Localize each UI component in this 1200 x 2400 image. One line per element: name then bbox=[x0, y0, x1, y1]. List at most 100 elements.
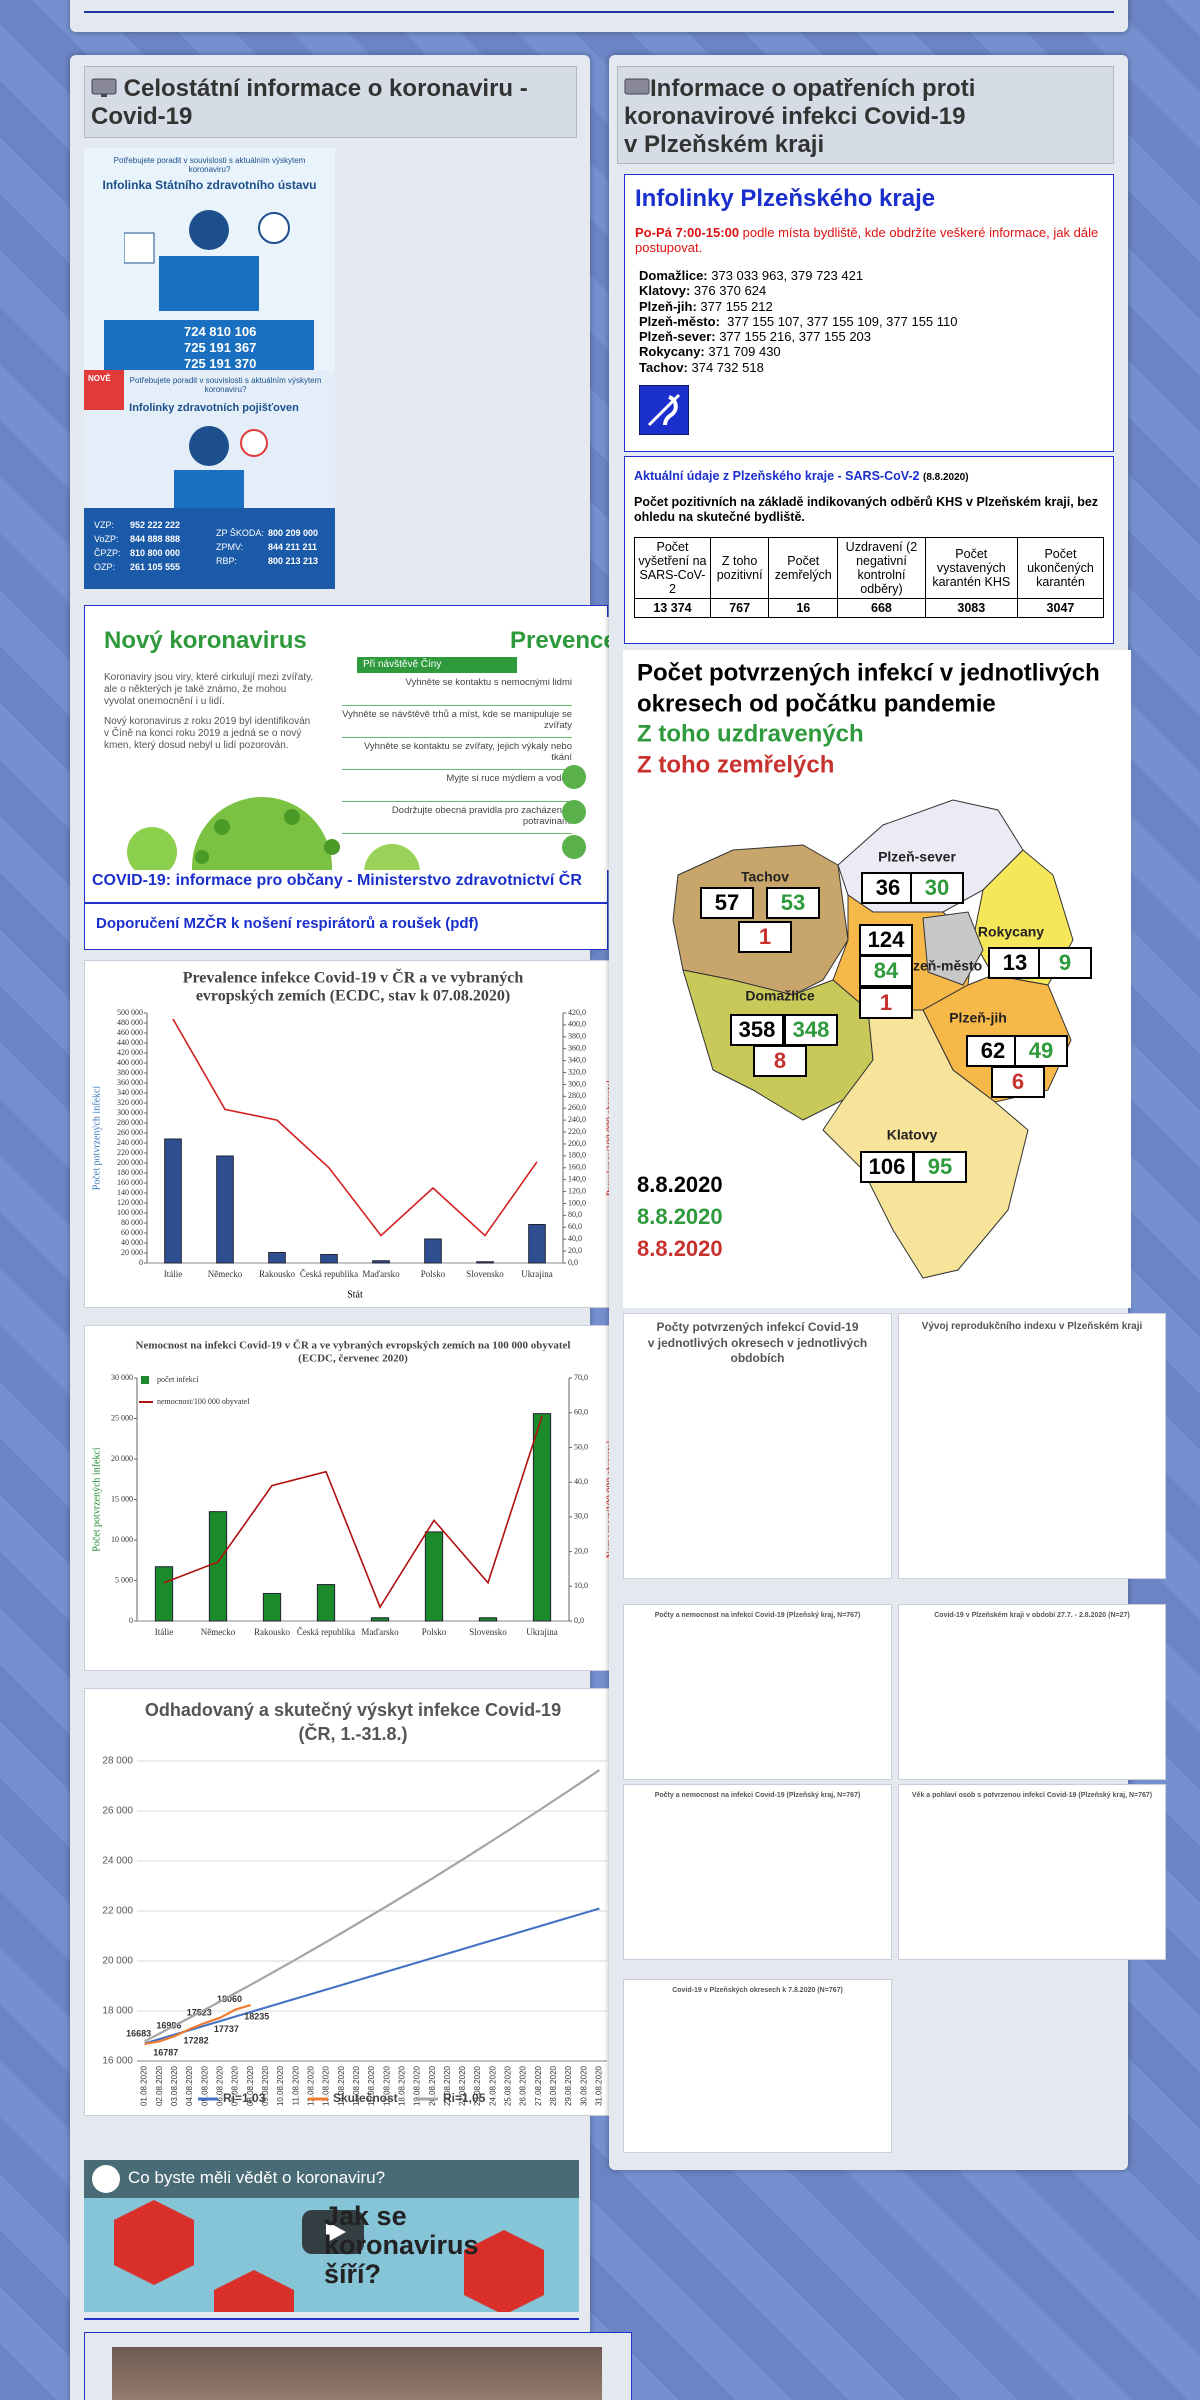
phone: 724 810 106 bbox=[184, 324, 257, 339]
y-tick-label: 100 000 bbox=[117, 1208, 143, 1217]
data-label: 18060 bbox=[217, 1994, 242, 2004]
district-name: Domažlice bbox=[745, 988, 814, 1004]
thumbnail-title: Covid-19 v Plzeňských okresech k 7.8.202… bbox=[672, 1987, 843, 1994]
y2-tick-label: 320,0 bbox=[568, 1067, 586, 1076]
y-axis-label: Počet potvrzených infekcí bbox=[91, 1086, 102, 1191]
bar bbox=[262, 1592, 282, 1622]
contact-label: Plzeň-město: bbox=[639, 313, 720, 329]
infolinka-title2: Infolinky zdravotních pojišťoven bbox=[129, 402, 299, 414]
thumbnail-chart: Počty a nemocnost na infekci Covid-19 (P… bbox=[623, 1784, 892, 1960]
icon-part bbox=[624, 78, 650, 95]
district-recovered: 53 bbox=[781, 890, 805, 915]
district-name: Tachov bbox=[741, 869, 789, 885]
y2-tick-label: 40,0 bbox=[574, 1477, 588, 1486]
number-box bbox=[1038, 947, 1092, 979]
y2-tick-label: 80,0 bbox=[568, 1210, 582, 1219]
number-box bbox=[966, 1035, 1020, 1067]
chart-title: evropských zemích (ECDC, stav k 07.08.20… bbox=[196, 988, 510, 1005]
left-header: Celostátní informace o koronaviru - Covi… bbox=[84, 66, 577, 138]
x-tick-label: 11.08.2020 bbox=[291, 2065, 300, 2105]
district-confirmed: 358 bbox=[739, 1017, 776, 1042]
y2-tick-label: 220,0 bbox=[568, 1127, 586, 1136]
x-axis-label: Stát bbox=[347, 1289, 363, 1300]
y2-tick-label: 380,0 bbox=[568, 1032, 586, 1041]
table-header: Počet vyšetření na SARS-CoV-2 Z toho pozi… bbox=[634, 537, 1105, 599]
rule bbox=[84, 11, 1114, 13]
table-header-cell: Počet zemřelých bbox=[768, 537, 839, 599]
y-tick-label: 15 000 bbox=[111, 1494, 133, 1503]
caption-line: Jak se bbox=[324, 2201, 407, 2231]
x-tick-label: 27.08.2020 bbox=[534, 2065, 543, 2106]
infolinky-box: Infolinky Plzeňského kraje Po-Pá 7:00-15… bbox=[624, 174, 1114, 452]
district-confirmed: 57 bbox=[715, 890, 739, 915]
y2-tick-label: 20,0 bbox=[574, 1546, 588, 1555]
insurer-name: VoZP: bbox=[94, 534, 119, 544]
y-tick-label: 26 000 bbox=[102, 1806, 133, 1817]
number-box bbox=[913, 1151, 967, 1183]
x-tick-label: 30.08.2020 bbox=[579, 2065, 588, 2106]
link-mzcr[interactable]: COVID-19: informace pro občany - Ministe… bbox=[92, 872, 582, 889]
y-tick-label: 30 000 bbox=[111, 1373, 133, 1382]
contact-value: 377 155 216, 377 155 203 bbox=[715, 329, 872, 345]
infolinka-phones: 724 810 106 725 191 367 725 191 370 bbox=[184, 324, 314, 372]
line bbox=[163, 1415, 543, 1609]
y-tick-label: 16 000 bbox=[102, 2056, 133, 2067]
link-respiratory[interactable]: Doporučení MZČR k nošení respirátorů a r… bbox=[96, 915, 479, 932]
x-tick-label: 28.08.2020 bbox=[549, 2065, 558, 2106]
y2-tick-label: 260,0 bbox=[568, 1103, 586, 1112]
infolinka-question: Potřebujete poradit v souvislosti s aktu… bbox=[113, 156, 306, 174]
bar bbox=[208, 1511, 228, 1622]
number-box bbox=[753, 1045, 807, 1077]
x-tick-label: 04.08.2020 bbox=[185, 2065, 194, 2106]
infolinka-illustration bbox=[124, 210, 290, 311]
header-line: Informace o opatřeních proti bbox=[650, 75, 976, 102]
number-box bbox=[730, 1014, 784, 1046]
y2-tick-label: 340,0 bbox=[568, 1055, 586, 1064]
y-tick-label: 80 000 bbox=[121, 1218, 143, 1227]
bar bbox=[154, 1566, 174, 1622]
data-label: 16996 bbox=[156, 2020, 181, 2030]
x-tick-label: 10.08.2020 bbox=[276, 2065, 285, 2106]
map-recovered-label: Z toho uzdravených bbox=[637, 720, 864, 747]
y-tick-label: 220 000 bbox=[117, 1148, 143, 1157]
bar bbox=[216, 1155, 234, 1264]
data-label: 16683 bbox=[126, 2028, 151, 2038]
y-tick-label: 60 000 bbox=[121, 1228, 143, 1237]
infolinky-note: Po-Pá 7:00-15:00 podle místa bydliště, k… bbox=[635, 225, 1103, 255]
x-tick-label: 05.08.2020 bbox=[200, 2065, 209, 2106]
contact-value: 374 732 518 bbox=[687, 359, 764, 375]
number-box bbox=[859, 955, 913, 987]
district-name: Rokycany bbox=[978, 924, 1044, 940]
video-thumbnail[interactable] bbox=[112, 2347, 602, 2400]
district-name: Plzeň-město bbox=[900, 958, 982, 974]
prevalence-chart: Prevalence infekce Covid-19 v ČR a ve vy… bbox=[84, 960, 620, 1308]
table-header-cell: Počet ukončených karantén bbox=[1016, 537, 1105, 599]
x-tick-label: 29.08.2020 bbox=[564, 2065, 573, 2106]
table-cell: 3047 bbox=[1016, 598, 1105, 618]
table-cell: 3083 bbox=[924, 598, 1018, 618]
video-caption: Jak se koronavirus šíří? bbox=[324, 2202, 479, 2289]
aktualni-text: Počet pozitivních na základě indikovanýc… bbox=[634, 495, 1099, 524]
table-row: 13 374 767 16 668 3083 3047 bbox=[634, 598, 1105, 618]
map-region bbox=[672, 844, 849, 996]
insurer-phone: 261 105 555 bbox=[130, 562, 181, 572]
x-tick-label: Německo bbox=[208, 1269, 243, 1279]
prevention-item: Dodržujte obecná pravidla pro zacházení … bbox=[342, 805, 572, 834]
prevention-item: Vyhněte se návštěvě trhů a míst, kde se … bbox=[342, 709, 572, 738]
video-embed[interactable]: Co byste měli vědět o koronaviru? Jak se… bbox=[84, 2160, 579, 2312]
y-tick-label: 500 000 bbox=[117, 1008, 143, 1017]
number-box bbox=[910, 872, 964, 904]
y-tick-label: 380 000 bbox=[117, 1068, 143, 1077]
number-box bbox=[700, 887, 754, 919]
caption-line: šíří? bbox=[324, 2259, 382, 2289]
thumbnail-title: Vývoj reprodukčního indexu v Plzeňském k… bbox=[921, 1321, 1143, 1332]
contact: Tachov: 374 732 518 bbox=[639, 360, 1103, 375]
map-date: 8.8.2020 bbox=[637, 1204, 723, 1229]
estimate-chart: Odhadovaný a skutečný výskyt infekce Cov… bbox=[84, 1688, 620, 2116]
legend-label: Ri=1,03 bbox=[223, 2091, 266, 2105]
y-tick-label: 18 000 bbox=[102, 2006, 133, 2017]
y-tick-label: 420 000 bbox=[117, 1048, 143, 1057]
map-title: okresech od počátku pandemie bbox=[637, 690, 996, 717]
legend-label: Skutečnost bbox=[333, 2091, 398, 2105]
insurer: ZPMV: 844 211 211 bbox=[216, 542, 317, 552]
